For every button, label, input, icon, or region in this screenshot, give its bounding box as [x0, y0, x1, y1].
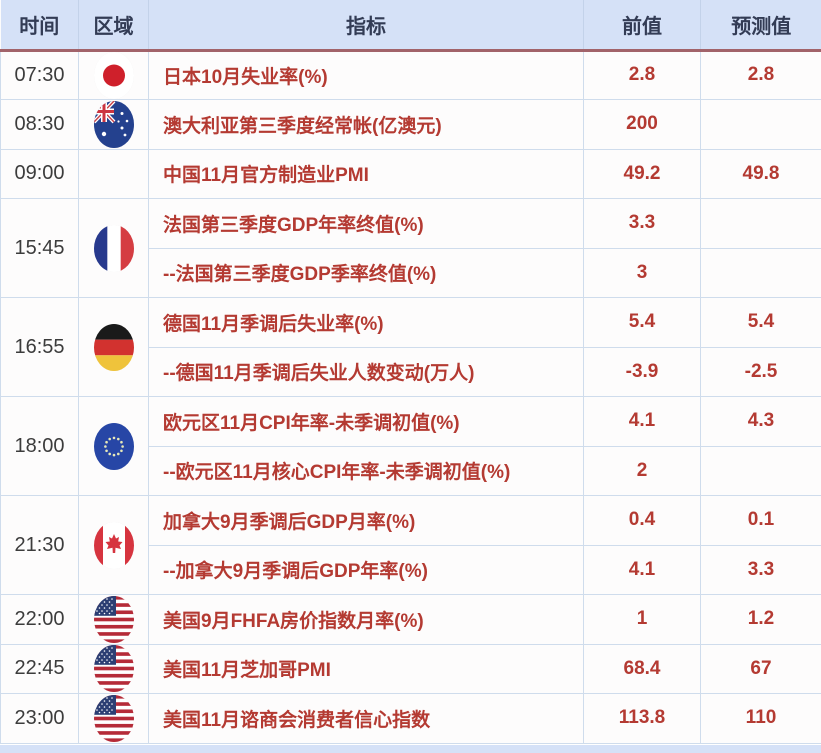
- forecast-value-cell: [700, 247, 821, 298]
- table-row: 23:00 美国11月谘商会消费者信心指数 113.8 110: [0, 693, 821, 744]
- time-cell: 21:30: [0, 495, 79, 595]
- table-row: --欧元区11月核心CPI年率-未季调初值(%) 2: [1, 445, 821, 496]
- table-row: 16:55 德国11月季调后失业率(%) 5.4 5.4: [0, 297, 821, 397]
- region-cell: [78, 643, 149, 694]
- col-header-previous: 前值: [583, 0, 701, 52]
- forecast-value-cell: -2.5: [700, 346, 821, 397]
- flag-australia-icon: [93, 100, 134, 148]
- flag-japan-icon: [93, 51, 134, 99]
- table-header-row: 时间 区域 指标 前值 预测值: [0, 0, 821, 52]
- previous-value-cell: 49.2: [583, 148, 701, 199]
- forecast-value-cell: [700, 99, 821, 150]
- region-cell: [78, 99, 149, 150]
- forecast-value-cell: 1.2: [700, 594, 821, 645]
- flag-usa-icon: [93, 595, 134, 643]
- indicator-cell: 加拿大9月季调后GDP月率(%): [148, 495, 584, 546]
- previous-value-cell: -3.9: [583, 346, 701, 397]
- previous-value-cell: 1: [583, 594, 701, 645]
- time-cell: 08:30: [0, 99, 79, 150]
- previous-value-cell: 4.1: [583, 396, 701, 447]
- previous-value-cell: 5.4: [583, 297, 701, 348]
- indicator-cell: 日本10月失业率(%): [148, 49, 584, 100]
- indicator-cell: 澳大利亚第三季度经常帐(亿澳元): [148, 99, 584, 150]
- indicator-cell: --德国11月季调后失业人数变动(万人): [148, 346, 584, 397]
- flag-usa-icon: [93, 694, 134, 742]
- flag-eu-icon: [93, 422, 134, 470]
- previous-value-cell: 2: [583, 445, 701, 496]
- region-cell: [78, 396, 149, 496]
- indicator-cell: --欧元区11月核心CPI年率-未季调初值(%): [148, 445, 584, 496]
- previous-value-cell: 4.1: [583, 544, 701, 595]
- previous-value-cell: 3.3: [583, 198, 701, 249]
- region-cell: [78, 49, 149, 100]
- forecast-value-cell: 5.4: [700, 297, 821, 348]
- indicator-cell: 美国9月FHFA房价指数月率(%): [148, 594, 584, 645]
- time-cell: 18:00: [0, 396, 79, 496]
- time-cell: 09:00: [0, 148, 79, 199]
- forecast-value-cell: [700, 198, 821, 249]
- indicator-cell: 中国11月官方制造业PMI: [148, 148, 584, 199]
- indicator-cell: --法国第三季度GDP季率终值(%): [148, 247, 584, 298]
- region-cell-empty: [78, 148, 149, 199]
- previous-value-cell: 200: [583, 99, 701, 150]
- footer-strip: [0, 745, 821, 753]
- table-row: 08:30 澳大利亚第三季度经常帐(亿澳元) 200: [0, 99, 821, 150]
- table-row: 22:00 美国9月FHFA房价指数月率(%) 1 1.2: [0, 594, 821, 645]
- region-cell: [78, 495, 149, 595]
- forecast-value-cell: 49.8: [700, 148, 821, 199]
- table-row: 07:30 日本10月失业率(%) 2.8 2.8: [0, 49, 821, 100]
- indicator-cell: 美国11月芝加哥PMI: [148, 643, 584, 694]
- forecast-value-cell: 110: [700, 693, 821, 744]
- col-header-time: 时间: [0, 0, 79, 52]
- forecast-value-cell: 0.1: [700, 495, 821, 546]
- table-row: --法国第三季度GDP季率终值(%) 3: [1, 247, 821, 298]
- time-cell: 07:30: [0, 49, 79, 100]
- region-cell: [78, 198, 149, 298]
- indicator-cell: --加拿大9月季调后GDP年率(%): [148, 544, 584, 595]
- region-cell: [78, 693, 149, 744]
- indicator-cell: 欧元区11月CPI年率-未季调初值(%): [148, 396, 584, 447]
- flag-usa-icon: [93, 645, 134, 693]
- table-row: --德国11月季调后失业人数变动(万人) -3.9 -2.5: [1, 346, 821, 397]
- forecast-value-cell: 4.3: [700, 396, 821, 447]
- table-row: 15:45 法国第三季度GDP年率终值(%) 3.3: [0, 198, 821, 298]
- time-cell: 22:45: [0, 643, 79, 694]
- col-header-region: 区域: [78, 0, 149, 52]
- table-row: 09:00 中国11月官方制造业PMI 49.2 49.8: [0, 148, 821, 199]
- indicator-cell: 德国11月季调后失业率(%): [148, 297, 584, 348]
- col-header-forecast: 预测值: [700, 0, 821, 52]
- flag-germany-icon: [93, 323, 134, 371]
- col-header-indicator: 指标: [148, 0, 584, 52]
- previous-value-cell: 0.4: [583, 495, 701, 546]
- indicator-cell: 美国11月谘商会消费者信心指数: [148, 693, 584, 744]
- previous-value-cell: 3: [583, 247, 701, 298]
- region-cell: [78, 297, 149, 397]
- table-row: --加拿大9月季调后GDP年率(%) 4.1 3.3: [1, 544, 821, 595]
- flag-france-icon: [93, 224, 134, 272]
- table-row: 18:00 欧元区11月CPI年率-未季调初值(%) 4.1 4.3: [0, 396, 821, 496]
- time-cell: 15:45: [0, 198, 79, 298]
- forecast-value-cell: [700, 445, 821, 496]
- forecast-value-cell: 3.3: [700, 544, 821, 595]
- previous-value-cell: 2.8: [583, 49, 701, 100]
- table-row: 22:45 美国11月芝加哥PMI 68.4 67: [0, 643, 821, 694]
- previous-value-cell: 113.8: [583, 693, 701, 744]
- forecast-value-cell: 67: [700, 643, 821, 694]
- table-row: 21:30 加拿大9月季调后GDP月率(%) 0.4 0.1: [0, 495, 821, 595]
- region-cell: [78, 594, 149, 645]
- flag-canada-icon: [93, 521, 134, 569]
- time-cell: 23:00: [0, 693, 79, 744]
- forecast-value-cell: 2.8: [700, 49, 821, 100]
- time-cell: 16:55: [0, 297, 79, 397]
- previous-value-cell: 68.4: [583, 643, 701, 694]
- time-cell: 22:00: [0, 594, 79, 645]
- indicator-cell: 法国第三季度GDP年率终值(%): [148, 198, 584, 249]
